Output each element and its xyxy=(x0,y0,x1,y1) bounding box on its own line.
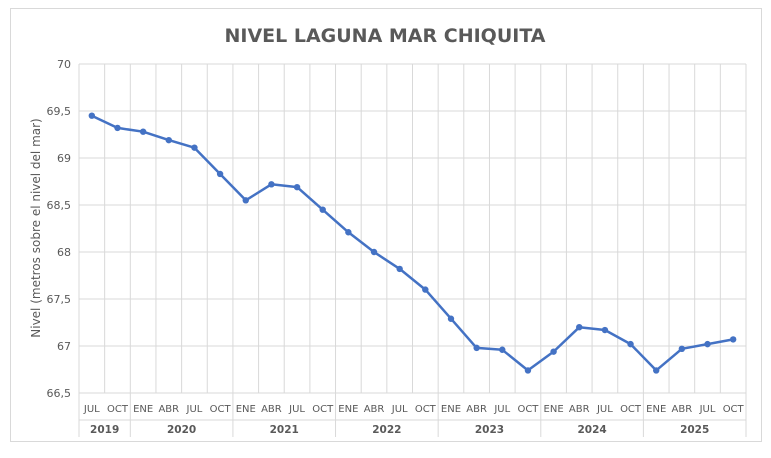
x-tick-label: ABR xyxy=(364,404,385,415)
x-tick-label: JUL xyxy=(186,404,203,415)
x-tick-label: ENE xyxy=(236,404,256,415)
x-tick-label: ENE xyxy=(646,404,666,415)
data-point xyxy=(293,183,301,191)
x-tick-label: ABR xyxy=(569,404,590,415)
y-tick-label: 67,5 xyxy=(47,293,72,306)
data-point xyxy=(370,248,378,256)
x-tick-label: ABR xyxy=(466,404,487,415)
series-line xyxy=(91,114,734,372)
data-point xyxy=(601,326,609,334)
data-point xyxy=(319,206,326,213)
data-point xyxy=(268,181,275,188)
data-point xyxy=(729,336,737,343)
x-tick-label: JUL xyxy=(391,404,408,415)
y-tick-label: 70 xyxy=(57,58,71,71)
x-tick-label: JUL xyxy=(596,404,613,415)
x-tick-label: ENE xyxy=(338,404,358,415)
x-tick-label: JUL xyxy=(493,404,510,415)
year-label: 2021 xyxy=(270,424,299,436)
data-point xyxy=(550,348,557,355)
data-point xyxy=(422,286,429,293)
data-point xyxy=(704,340,711,348)
y-tick-label: 67 xyxy=(57,340,71,353)
x-tick-label: OCT xyxy=(107,404,129,415)
year-label: 2025 xyxy=(680,424,709,436)
y-tick-label: 68,5 xyxy=(47,199,72,212)
data-point xyxy=(191,144,198,151)
year-label: 2020 xyxy=(167,424,196,436)
y-tick-label: 69 xyxy=(57,152,71,165)
data-point xyxy=(678,345,686,353)
year-label: 2019 xyxy=(90,424,119,436)
y-tick-label: 69,5 xyxy=(47,105,72,118)
year-label: 2024 xyxy=(577,424,606,436)
year-label: 2023 xyxy=(475,424,504,436)
x-tick-label: OCT xyxy=(517,404,539,415)
data-point xyxy=(88,112,96,119)
data-point xyxy=(216,170,224,178)
x-tick-label: ENE xyxy=(133,404,153,415)
x-tick-label: JUL xyxy=(288,404,305,415)
x-tick-label: ABR xyxy=(158,404,179,415)
data-point xyxy=(345,229,352,236)
x-tick-label: ABR xyxy=(672,404,693,415)
y-axis-label: Nivel (metros sobre el nivel del mar) xyxy=(29,118,43,337)
data-point xyxy=(114,124,121,132)
x-tick-label: OCT xyxy=(620,404,642,415)
x-tick-label: OCT xyxy=(723,404,745,415)
data-point xyxy=(139,128,147,135)
x-tick-label: ENE xyxy=(544,404,564,415)
year-label: 2022 xyxy=(372,424,401,436)
x-tick-label: OCT xyxy=(415,404,437,415)
data-point xyxy=(473,344,480,352)
y-tick-label: 68 xyxy=(57,246,71,259)
x-tick-label: ABR xyxy=(261,404,282,415)
data-point xyxy=(242,197,249,204)
data-point xyxy=(576,324,583,331)
x-tick-label: OCT xyxy=(210,404,232,415)
data-point xyxy=(524,367,532,374)
data-point xyxy=(396,265,403,273)
data-point xyxy=(499,346,506,353)
data-point xyxy=(447,315,455,322)
x-tick-label: JUL xyxy=(83,404,100,415)
x-tick-label: OCT xyxy=(312,404,334,415)
y-tick-label: 66,5 xyxy=(47,387,72,400)
chart-frame xyxy=(10,8,762,442)
x-tick-label: ENE xyxy=(441,404,461,415)
x-tick-label: JUL xyxy=(699,404,716,415)
data-point xyxy=(165,136,172,144)
chart-title: NIVEL LAGUNA MAR CHIQUITA xyxy=(224,25,545,47)
data-point xyxy=(627,340,634,348)
data-point xyxy=(653,367,660,374)
